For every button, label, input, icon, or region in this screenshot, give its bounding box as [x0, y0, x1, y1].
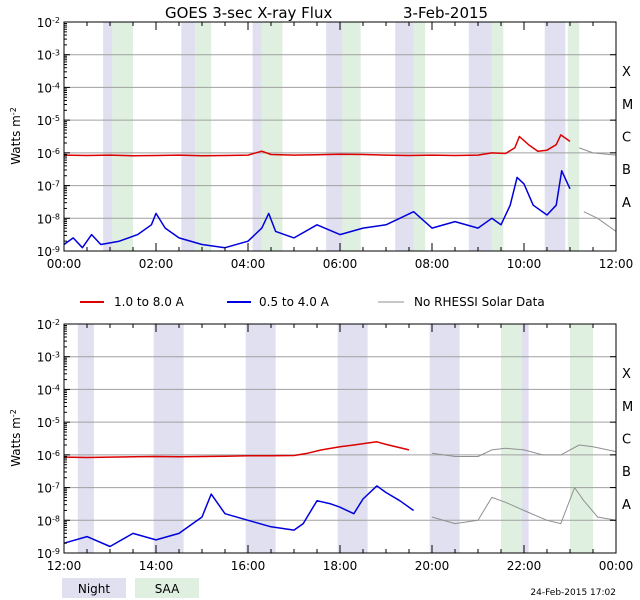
xtick-label-4: 20:00 [415, 559, 450, 573]
flare-class-A: A [622, 196, 631, 211]
panel-morning-series [63, 134, 617, 249]
saa-band-1 [195, 22, 212, 251]
night-band-3 [326, 22, 343, 251]
flare-class-A: A [622, 498, 631, 513]
panel-afternoon-grid [64, 356, 616, 521]
xtick-label-6: 12:00 [599, 257, 634, 271]
flare-class-X: X [622, 367, 631, 382]
legend-short-label: 0.5 to 4.0 A [259, 295, 330, 309]
xtick-label-1: 02:00 [139, 257, 174, 271]
ytick-label-0: 10-9 [37, 547, 60, 562]
panel-morning-shading [103, 22, 580, 251]
series-short-morning [63, 170, 571, 249]
legend-norhessi-label: No RHESSI Solar Data [414, 295, 545, 309]
ytick-label-3: 10-6 [37, 448, 60, 463]
series-short-afternoon-no-rhessi [431, 487, 617, 525]
chart-date: 3-Feb-2015 [403, 4, 488, 22]
ytick-label-2: 10-7 [37, 481, 60, 496]
panel-afternoon-classes: A B C M X [622, 367, 633, 513]
ytick-label-5: 10-4 [37, 81, 60, 96]
night-band-6 [544, 22, 566, 251]
xtick-label-1: 14:00 [139, 559, 174, 573]
saa-band-4 [413, 22, 426, 251]
ytick-label-6: 10-3 [37, 48, 60, 63]
panel-morning-xticks: 00:00 02:00 04:00 06:00 08:00 10:00 12:00 [47, 22, 634, 271]
ytick-label-0: 10-9 [37, 245, 60, 260]
saa-band-6 [567, 22, 580, 251]
legend: 1.0 to 8.0 A 0.5 to 4.0 A No RHESSI Sola… [80, 295, 545, 309]
series-short-afternoon [63, 485, 415, 548]
ytick-label-4: 10-5 [37, 114, 60, 128]
panel-morning-yticks: 10-9 10-8 10-7 10-6 10-5 10-4 10-3 10-2 [37, 16, 616, 260]
night-band-0 [77, 324, 94, 553]
night-band-3 [337, 324, 368, 553]
night-band-0 [103, 22, 113, 251]
night-band-5 [521, 324, 529, 553]
flare-class-C: C [622, 433, 631, 448]
night-band-4 [395, 22, 414, 251]
legend-long-label: 1.0 to 8.0 A [114, 295, 185, 309]
xtick-label-5: 10:00 [507, 257, 542, 271]
saa-band-3 [342, 22, 361, 251]
night-key-swatch [62, 578, 126, 598]
ytick-label-4: 10-5 [37, 416, 60, 431]
series-long-morning-no-rhessi [579, 147, 617, 156]
saa-band-2 [261, 22, 283, 251]
ytick-label-7: 10-2 [37, 16, 60, 31]
series-long-afternoon [63, 441, 410, 459]
chart-title: GOES 3-sec X-ray Flux [165, 4, 332, 22]
panel-afternoon-series [63, 441, 617, 548]
ytick-label-3: 10-6 [37, 146, 60, 161]
xtick-label-5: 22:00 [507, 559, 542, 573]
flare-class-B: B [622, 465, 631, 480]
ytick-label-2: 10-7 [37, 179, 60, 194]
night-key-label: Night [78, 582, 111, 596]
panel-afternoon-shading [77, 324, 593, 553]
night-band-1 [181, 22, 196, 251]
panel-morning-classes: A B C M X [622, 65, 633, 211]
saa-key-swatch [135, 578, 199, 598]
night-band-2 [245, 324, 276, 553]
xtick-label-3: 18:00 [323, 559, 358, 573]
flare-class-M: M [622, 98, 633, 113]
saa-band-0 [501, 324, 522, 553]
panel-morning-ylabel: Watts m-2 [9, 107, 24, 165]
saa-band-0 [112, 22, 133, 251]
xtick-label-3: 06:00 [323, 257, 358, 271]
night-band-1 [153, 324, 184, 553]
xtick-label-4: 08:00 [415, 257, 450, 271]
night-band-2 [252, 22, 262, 251]
flare-class-C: C [622, 131, 631, 146]
xtick-label-2: 04:00 [231, 257, 266, 271]
saa-key-label: SAA [155, 582, 180, 596]
panel-afternoon-yticks: 10-9 10-8 10-7 10-6 10-5 10-4 10-3 10-2 [37, 318, 616, 562]
night-band-5 [468, 22, 492, 251]
panel-afternoon-ylabel: Watts m-2 [9, 409, 24, 467]
series-long-afternoon-no-rhessi [431, 444, 617, 457]
flare-class-X: X [622, 65, 631, 80]
xtick-label-0: 00:00 [47, 257, 82, 271]
flare-class-B: B [622, 163, 631, 178]
xtick-label-2: 16:00 [231, 559, 266, 573]
flare-class-M: M [622, 400, 633, 415]
panel-morning: 10-9 10-8 10-7 10-6 10-5 10-4 10-3 10-2 00:00 02… [9, 16, 634, 272]
xtick-label-6: 00:00 [599, 559, 634, 573]
ytick-label-5: 10-4 [37, 383, 60, 398]
timestamp: 24-Feb-2015 17:02 [530, 588, 616, 598]
saa-band-1 [570, 324, 593, 553]
panel-afternoon: 10-9 10-8 10-7 10-6 10-5 10-4 10-3 10-2 12:00 14… [9, 318, 634, 574]
xtick-label-0: 12:00 [47, 559, 82, 573]
ytick-label-6: 10-3 [37, 350, 60, 365]
ytick-label-1: 10-8 [37, 514, 60, 529]
saa-band-5 [491, 22, 504, 251]
series-short-morning-no-rhessi [583, 211, 617, 232]
ytick-label-7: 10-2 [37, 318, 60, 333]
ytick-label-1: 10-8 [37, 212, 60, 227]
night-band-4 [429, 324, 460, 553]
series-long-morning [63, 134, 571, 157]
panel-afternoon-xticks: 12:00 14:00 16:00 18:00 20:00 22:00 00:00 [47, 324, 634, 573]
